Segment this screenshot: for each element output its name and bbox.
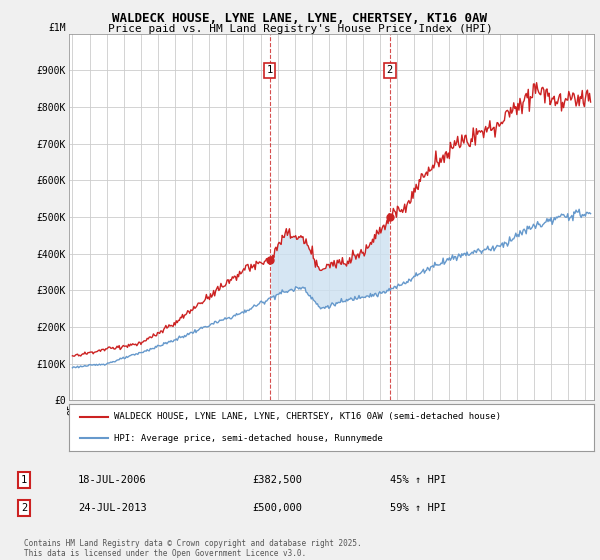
Text: Price paid vs. HM Land Registry's House Price Index (HPI): Price paid vs. HM Land Registry's House …: [107, 24, 493, 34]
Text: WALDECK HOUSE, LYNE LANE, LYNE, CHERTSEY, KT16 0AW: WALDECK HOUSE, LYNE LANE, LYNE, CHERTSEY…: [113, 12, 487, 25]
Text: 1: 1: [266, 66, 273, 75]
Text: £500,000: £500,000: [252, 503, 302, 513]
Text: WALDECK HOUSE, LYNE LANE, LYNE, CHERTSEY, KT16 0AW (semi-detached house): WALDECK HOUSE, LYNE LANE, LYNE, CHERTSEY…: [113, 412, 500, 421]
Text: HPI: Average price, semi-detached house, Runnymede: HPI: Average price, semi-detached house,…: [113, 434, 382, 443]
Text: 45% ↑ HPI: 45% ↑ HPI: [390, 475, 446, 485]
Text: 2: 2: [386, 66, 393, 75]
Text: Contains HM Land Registry data © Crown copyright and database right 2025.
This d: Contains HM Land Registry data © Crown c…: [24, 539, 362, 558]
Text: £1M: £1M: [49, 23, 67, 33]
Text: £382,500: £382,500: [252, 475, 302, 485]
Text: 59% ↑ HPI: 59% ↑ HPI: [390, 503, 446, 513]
Text: 2: 2: [21, 503, 27, 513]
Text: 18-JUL-2006: 18-JUL-2006: [78, 475, 147, 485]
Text: 24-JUL-2013: 24-JUL-2013: [78, 503, 147, 513]
Text: 1: 1: [21, 475, 27, 485]
